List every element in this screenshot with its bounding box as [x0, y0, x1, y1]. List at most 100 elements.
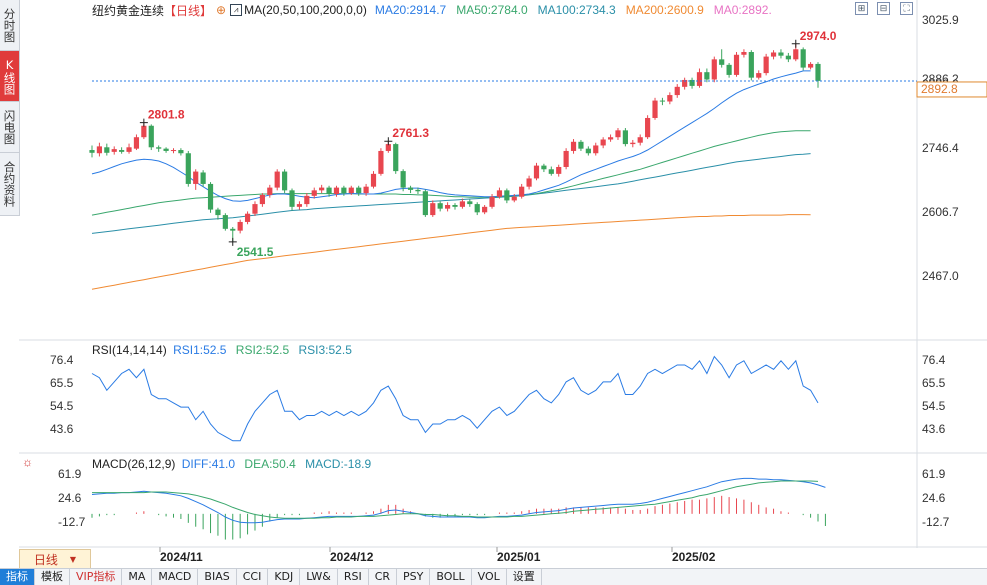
rsi2-value: RSI2:52.5	[235, 343, 290, 357]
tab-timeshare[interactable]: 分时图	[0, 0, 20, 51]
candle-body	[148, 125, 154, 148]
tab-contract-info[interactable]: 合约资料	[0, 153, 20, 216]
toolbar-button-8[interactable]: LW&	[300, 569, 338, 585]
candle-body	[533, 165, 540, 179]
toolbar-button-0[interactable]: 指标	[0, 569, 35, 585]
candle-body	[763, 56, 769, 74]
candle-body	[659, 100, 666, 102]
candle-body	[526, 178, 532, 187]
candle-body	[348, 187, 354, 194]
expand-icon[interactable]: ⊞	[855, 2, 868, 15]
ma100-line	[91, 153, 811, 234]
fullscreen-icon[interactable]: ⛶	[900, 2, 913, 15]
extreme-price-label: 2801.8	[148, 108, 185, 122]
candle-body	[770, 52, 777, 57]
time-axis-label: 2025/01	[497, 550, 541, 564]
tab-kline[interactable]: K线图	[0, 51, 20, 102]
candle-body	[319, 187, 325, 191]
toolbar-button-6[interactable]: CCI	[237, 569, 269, 585]
candle-body	[341, 187, 347, 194]
macd-settings-icon[interactable]: ☼	[22, 455, 33, 469]
candle-body	[200, 172, 206, 184]
candle-body	[482, 206, 488, 213]
candle-body	[267, 187, 273, 195]
macd-tick-label: 24.6	[922, 491, 946, 505]
candle-body	[178, 150, 184, 154]
toolbar-button-5[interactable]: BIAS	[198, 569, 237, 585]
rsi-tick-label: 43.6	[922, 422, 946, 436]
candle-body	[133, 137, 140, 149]
candle-body	[185, 153, 191, 184]
extreme-marker	[384, 137, 393, 146]
price-tick-label: 2467.0	[922, 269, 959, 283]
toolbar-button-4[interactable]: MACD	[152, 569, 199, 585]
toolbar-button-9[interactable]: RSI	[338, 569, 369, 585]
candle-body	[756, 73, 762, 78]
candle-body	[289, 190, 295, 207]
toolbar-button-13[interactable]: VOL	[472, 569, 507, 585]
candle-body	[563, 150, 569, 167]
ma100-value: MA100:2734.3	[537, 3, 616, 17]
ma200-value: MA200:2600.9	[625, 3, 704, 17]
candle-body	[104, 147, 110, 153]
candle-body	[230, 228, 236, 231]
ma50-value: MA50:2784.0	[456, 3, 528, 17]
candle-body	[459, 201, 466, 207]
period-selector[interactable]: 日线 ▼	[19, 549, 91, 569]
extreme-marker	[791, 39, 800, 48]
macd-macd-value: MACD:-18.9	[305, 457, 372, 471]
toolbar-button-1[interactable]: 模板	[35, 569, 70, 585]
candle-body	[467, 201, 473, 205]
candle-body	[570, 141, 577, 151]
candle-body	[815, 63, 821, 81]
toolbar-button-12[interactable]: BOLL	[430, 569, 472, 585]
candle-body	[89, 150, 95, 153]
candle-body	[274, 171, 280, 188]
candle-body	[370, 173, 377, 187]
candle-body	[600, 139, 606, 146]
rsi-tick-label-left: 54.5	[50, 399, 74, 413]
macd-header: MACD(26,12,9) DIFF:41.0 DEA:50.4 MACD:-1…	[92, 457, 371, 471]
tab-flash-chart[interactable]: 闪电图	[0, 102, 20, 153]
shrink-icon[interactable]: ⊟	[877, 2, 890, 15]
toolbar-button-11[interactable]: PSY	[397, 569, 431, 585]
candle-body	[259, 194, 265, 205]
time-axis-label: 2024/12	[330, 550, 374, 564]
indicator-toolbar: 指标 模板 VIP指标 MA MACD BIAS CCI KDJ LW& RSI CR PSY BOLL…	[0, 568, 987, 585]
candle-body	[163, 148, 169, 151]
candle-body	[652, 100, 658, 118]
candle-body	[696, 72, 703, 86]
candle-body	[689, 79, 695, 86]
macd-diff-value: DIFF:41.0	[181, 457, 236, 471]
ma-params: MA(20,50,100,200,0,0)	[244, 3, 367, 17]
candle-body	[704, 72, 710, 80]
candle-body	[430, 203, 436, 216]
macd-tick-label: 61.9	[922, 467, 946, 481]
candle-body	[222, 215, 228, 229]
candle-body	[637, 137, 643, 143]
toolbar-button-2[interactable]: VIP指标	[70, 569, 123, 585]
candle-body	[415, 189, 421, 192]
candle-body	[356, 187, 362, 194]
rsi-header: RSI(14,14,14) RSI1:52.5 RSI2:52.5 RSI3:5…	[92, 343, 352, 357]
candle-body	[437, 203, 443, 209]
candle-body	[741, 52, 747, 55]
extreme-marker	[228, 237, 237, 246]
candle-body	[645, 117, 651, 138]
period-tag: 【日线】	[164, 3, 213, 18]
candle-body	[474, 204, 480, 213]
rsi3-value: RSI3:52.5	[298, 343, 352, 357]
toolbar-button-14[interactable]: 设置	[507, 569, 542, 585]
toolbar-button-10[interactable]: CR	[369, 569, 398, 585]
toolbar-button-3[interactable]: MA	[122, 569, 153, 585]
extreme-marker	[139, 118, 148, 127]
settings-gear-icon[interactable]: ⊕	[216, 3, 227, 17]
candle-body	[193, 171, 199, 184]
ma-settings-icon[interactable]: ⩘	[230, 4, 243, 16]
candle-body	[719, 59, 725, 65]
rsi-tick-label: 76.4	[922, 353, 946, 367]
candle-body	[800, 49, 806, 68]
toolbar-button-7[interactable]: KDJ	[268, 569, 301, 585]
